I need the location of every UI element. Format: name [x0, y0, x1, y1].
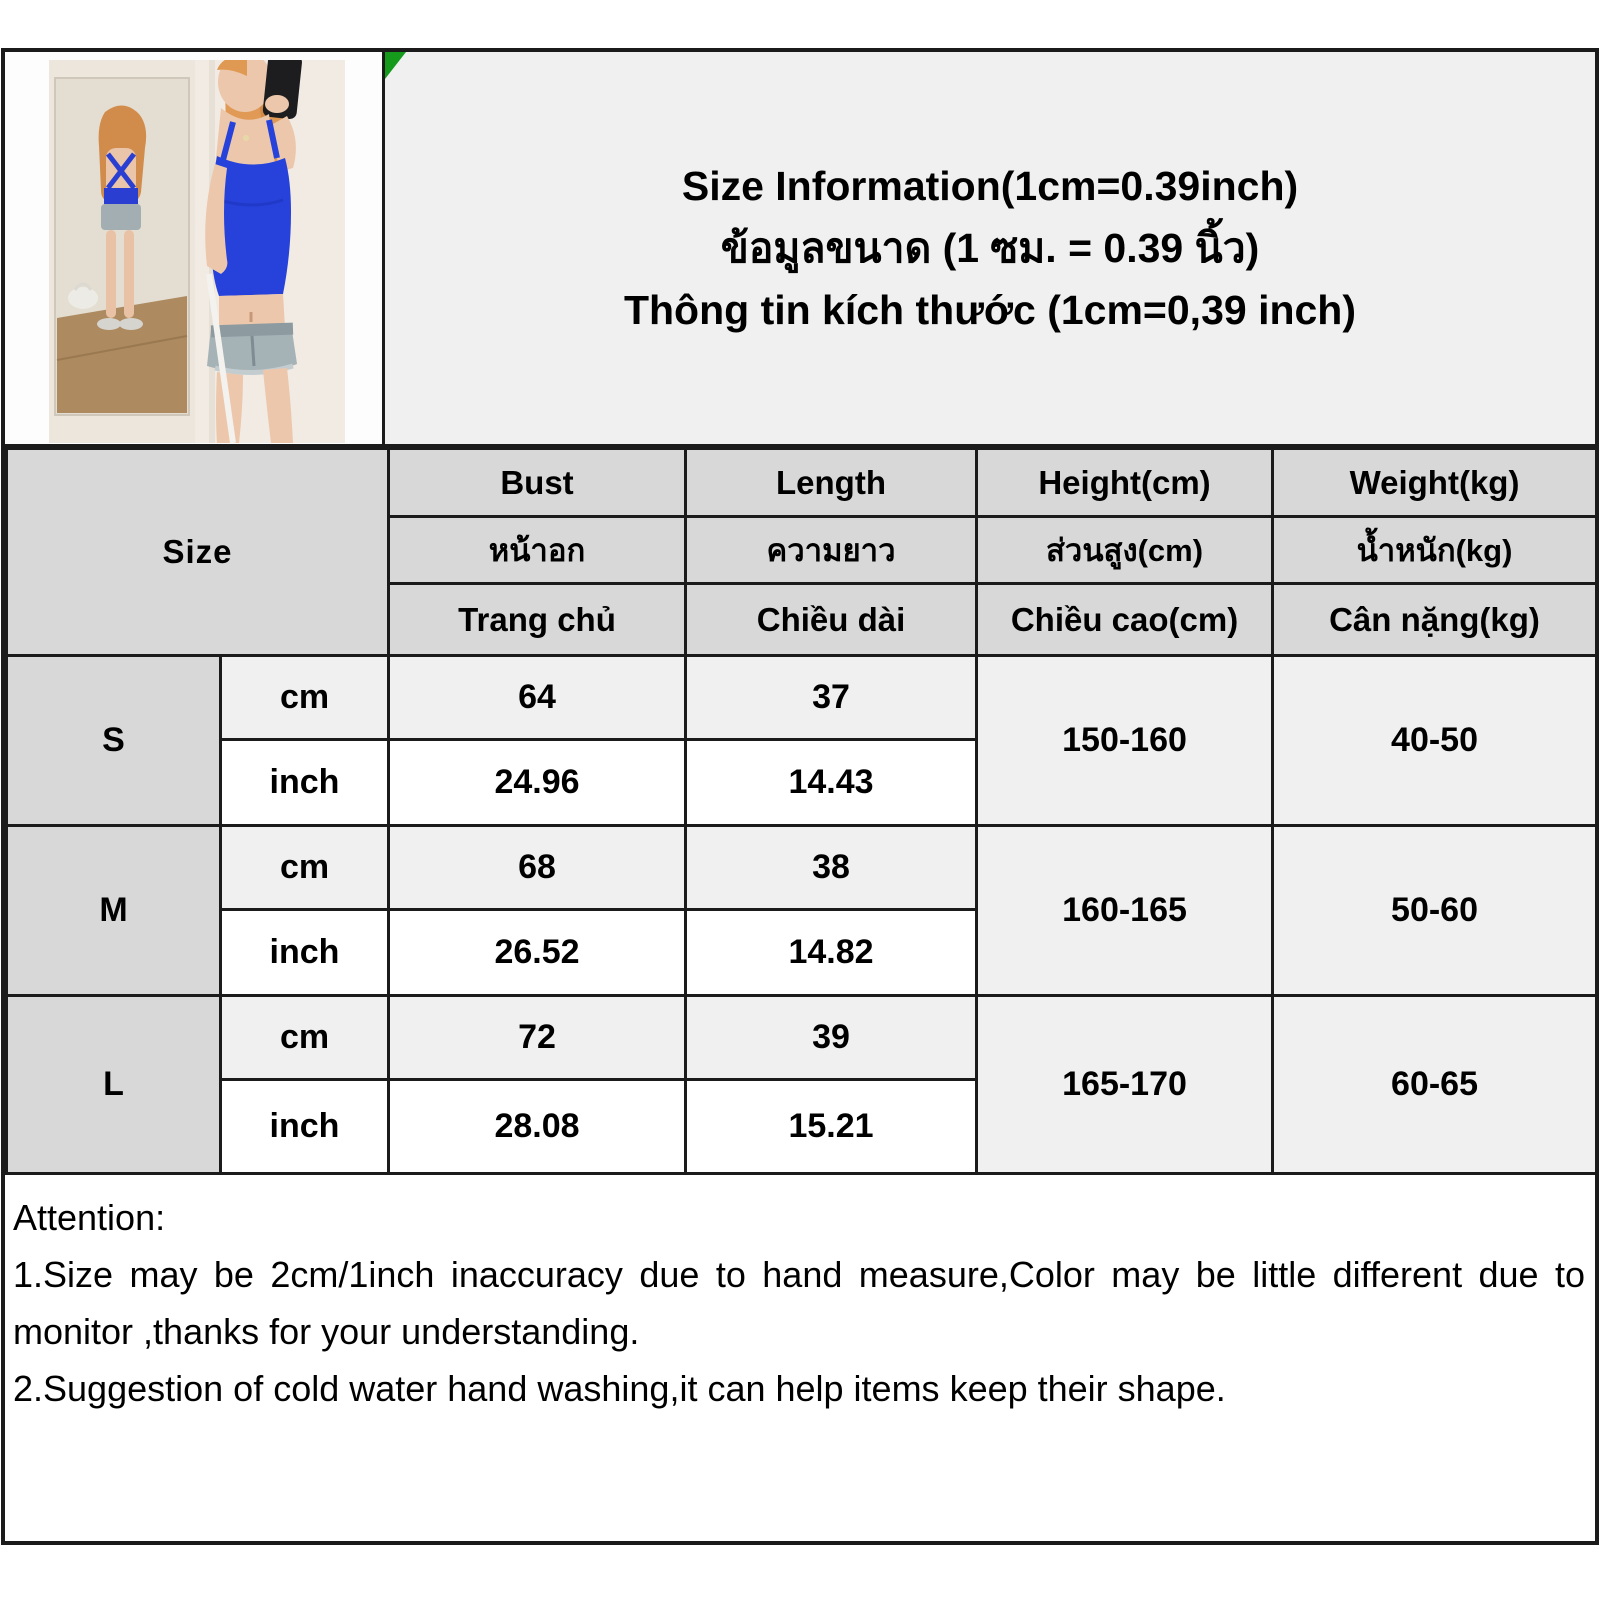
model-figure [205, 60, 302, 443]
row-m-inch: inch 26.52 14.82 [7, 908, 1597, 997]
product-photo-illustration [49, 60, 345, 443]
m-bust-inch: 26.52 [387, 908, 688, 997]
row-l-cm: L cm 72 39 165-170 60-65 [5, 994, 1599, 1175]
row-l-inch: inch 28.08 15.21 [7, 1078, 1597, 1175]
header-length-en: Length [684, 447, 979, 518]
size-header-cell: Size [4, 447, 391, 657]
size-label-s: S [5, 654, 222, 827]
header-row-thai: หน้าอก ความยาว ส่วนสูง(cm) น้ำหนัก(kg) [7, 515, 1599, 585]
size-table: Size Bust Length Height(cm) Weight(kg) ห… [4, 447, 1599, 1175]
header-weight-vi: Cân nặng(kg) [1271, 582, 1599, 657]
unit-cm-m: cm [218, 824, 391, 911]
s-length-cm: 37 [684, 654, 979, 741]
unit-cm-s: cm [218, 654, 391, 741]
m-bust-cm: 68 [387, 824, 688, 911]
attention-note-2: 2.Suggestion of cold water hand washing,… [13, 1368, 1226, 1409]
m-weight: 50-60 [1271, 824, 1599, 997]
size-label-l: L [5, 994, 222, 1175]
header-length-vi: Chiều dài [684, 582, 979, 657]
title-vietnamese: Thông tin kích thước (1cm=0,39 inch) [623, 287, 1357, 333]
l-length-inch: 15.21 [684, 1078, 979, 1175]
l-height: 165-170 [975, 994, 1275, 1175]
title-thai: ข้อมูลขนาด (1 ซม. = 0.39 นิ้ว) [720, 225, 1260, 271]
header-length-th: ความยาว [684, 515, 979, 585]
s-bust-cm: 64 [387, 654, 688, 741]
m-length-inch: 14.82 [684, 908, 979, 997]
l-bust-inch: 28.08 [387, 1078, 688, 1175]
header-height-vi: Chiều cao(cm) [975, 582, 1275, 657]
attention-section: Attention: 1.Size may be 2cm/1inch inacc… [5, 1175, 1595, 1541]
attention-note-1: 1.Size may be 2cm/1inch inaccuracy due t… [13, 1254, 1585, 1352]
header-row-english: Size Bust Length Height(cm) Weight(kg) [4, 447, 1599, 657]
m-length-cm: 38 [684, 824, 979, 911]
s-weight: 40-50 [1271, 654, 1599, 827]
l-bust-cm: 72 [387, 994, 688, 1081]
top-section: Size Information(1cm=0.39inch) ข้อมูลขนา… [5, 52, 1595, 447]
title-english: Size Information(1cm=0.39inch) [681, 163, 1299, 209]
s-bust-inch: 24.96 [387, 738, 688, 827]
header-weight-en: Weight(kg) [1271, 447, 1599, 518]
product-photo-cell [5, 52, 385, 444]
folded-corner-icon [385, 52, 406, 79]
unit-inch-l: inch [218, 1078, 391, 1175]
s-length-inch: 14.43 [684, 738, 979, 827]
title-cell: Size Information(1cm=0.39inch) ข้อมูลขนา… [385, 52, 1595, 444]
size-chart-panel: Size Information(1cm=0.39inch) ข้อมูลขนา… [1, 48, 1599, 1545]
unit-inch-s: inch [218, 738, 391, 827]
unit-inch-m: inch [218, 908, 391, 997]
header-weight-th: น้ำหนัก(kg) [1271, 515, 1599, 585]
l-length-cm: 39 [684, 994, 979, 1081]
mirror-reflection [54, 77, 190, 416]
header-row-vietnamese: Trang chủ Chiều dài Chiều cao(cm) Cân nặ… [7, 582, 1599, 657]
m-height: 160-165 [975, 824, 1275, 997]
header-height-en: Height(cm) [975, 447, 1275, 518]
unit-cm-l: cm [218, 994, 391, 1081]
attention-heading: Attention: [13, 1197, 166, 1238]
header-height-th: ส่วนสูง(cm) [975, 515, 1275, 585]
s-height: 150-160 [975, 654, 1275, 827]
header-bust-en: Bust [387, 447, 688, 518]
row-s-inch: inch 24.96 14.43 [7, 738, 1597, 827]
row-m-cm: M cm 68 38 160-165 50-60 [5, 824, 1599, 997]
row-s-cm: S cm 64 37 150-160 40-50 [5, 654, 1599, 827]
header-bust-vi: Trang chủ [387, 582, 688, 657]
header-bust-th: หน้าอก [387, 515, 688, 585]
l-weight: 60-65 [1271, 994, 1599, 1175]
size-label-m: M [5, 824, 222, 997]
